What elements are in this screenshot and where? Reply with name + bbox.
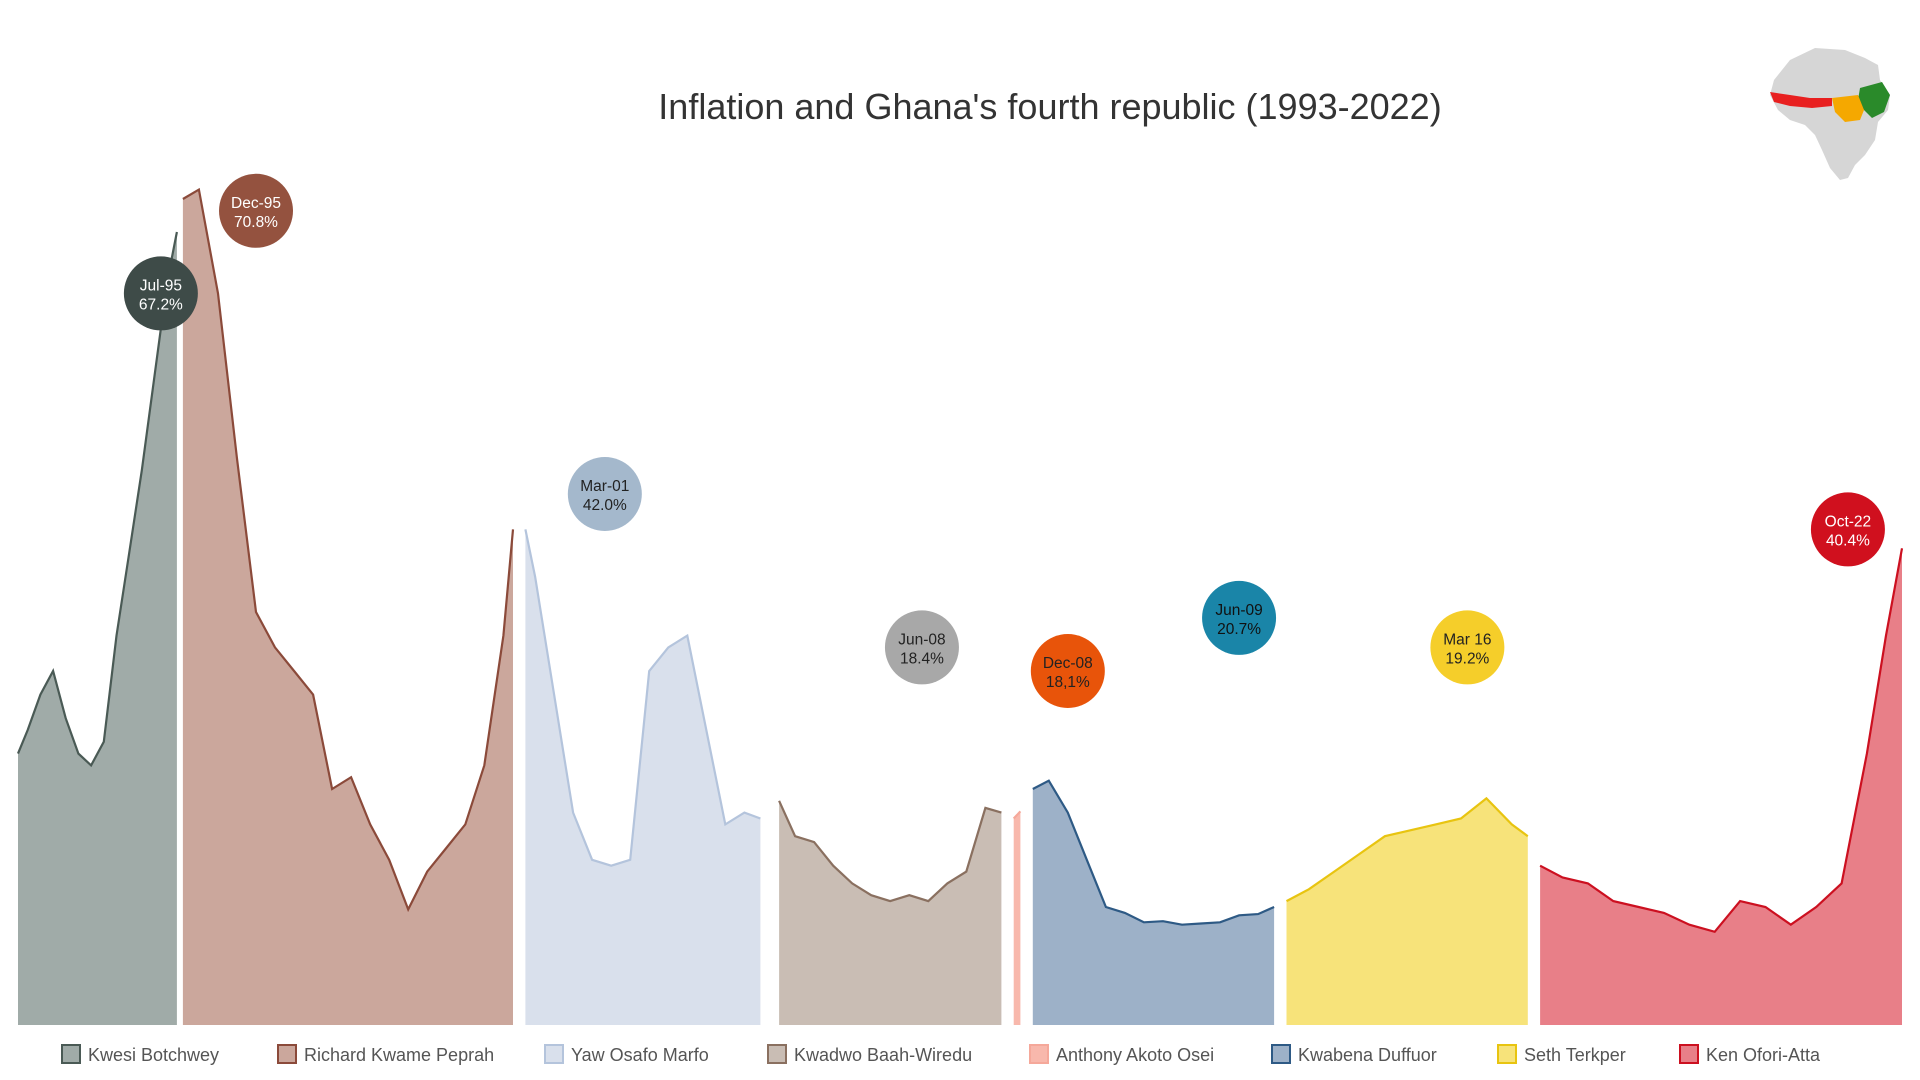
series-line-3 [778,800,1002,903]
annotation-value: 40.4% [1826,532,1870,549]
legend-label: Kwabena Duffuor [1298,1045,1437,1065]
africa-map-icon [1770,48,1890,180]
legend-swatch [277,1044,297,1064]
legend-swatch [1271,1044,1291,1064]
africa-west-region [1770,92,1832,108]
series-line-6 [1285,796,1529,903]
annotation-bubble [1030,634,1105,708]
annotation-bubbles: Jul-95 67.2% Dec-95 70.8% Mar-01 42.0% Jun-08 1… [123,173,1885,708]
legend-label: Seth Terkper [1524,1045,1626,1065]
annotation-value: 20.7% [1217,621,1261,638]
annotation-date: Mar-01 [580,478,629,495]
series-line-7 [1539,548,1904,934]
legend-swatch [1679,1044,1699,1064]
series-line-5 [1032,779,1275,926]
series-area-5 [1032,780,1275,1025]
series-line-0 [16,231,178,768]
series-areas [16,187,1904,1026]
annotation-date: Dec-95 [231,195,281,212]
legend-swatch [61,1044,81,1064]
annotation-bubble [123,256,198,331]
legend-label: Yaw Osafo Marfo [571,1045,709,1065]
africa-east-region [1858,82,1890,118]
legend-swatch [767,1044,787,1064]
annotation-bubble [1430,610,1505,685]
annotation-value: 70.8% [234,214,278,231]
annotation-value: 18.4% [900,650,944,667]
annotation-date: Jun-08 [898,631,945,648]
annotation-bubble [1810,492,1885,567]
annotation-date: Jun-09 [1215,602,1262,619]
series-line-1 [182,187,515,913]
series-area-4 [1013,811,1021,1025]
series-area-6 [1286,798,1528,1025]
legend-label: Anthony Akoto Osei [1056,1045,1214,1065]
legend-swatch [1497,1044,1517,1064]
series-area-3 [779,800,1002,1025]
legend: Kwesi Botchwey Richard Kwame Peprah Yaw Os… [61,1044,1821,1065]
legend-swatch [1029,1044,1049,1064]
series-area-0 [18,232,177,1025]
legend-swatch [544,1044,564,1064]
annotation-bubble [1202,580,1277,655]
annotation-date: Jul-95 [140,277,182,294]
annotation-value: 19.2% [1445,650,1489,667]
africa-central-region [1832,95,1864,122]
legend-label: Kwesi Botchwey [88,1045,219,1065]
annotation-value: 67.2% [139,296,183,313]
series-line-4 [1012,810,1022,820]
annotation-value: 18,1% [1046,674,1090,691]
annotation-bubble [884,610,959,685]
series-line-2 [524,529,761,867]
annotation-value: 42.0% [583,497,627,514]
africa-base-shape [1770,48,1890,180]
legend-label: Richard Kwame Peprah [304,1045,494,1065]
series-area-1 [182,189,513,1026]
annotation-date: Dec-08 [1043,655,1093,672]
annotation-date: Oct-22 [1825,513,1872,530]
series-area-7 [1540,548,1902,1025]
annotation-bubble [219,173,294,248]
annotation-bubble [567,457,642,531]
legend-label: Ken Ofori-Atta [1706,1045,1821,1065]
legend-label: Kwadwo Baah-Wiredu [794,1045,972,1065]
chart-title: Inflation and Ghana's fourth republic (1… [658,86,1442,127]
series-area-2 [525,529,761,1025]
annotation-date: Mar 16 [1443,631,1491,648]
